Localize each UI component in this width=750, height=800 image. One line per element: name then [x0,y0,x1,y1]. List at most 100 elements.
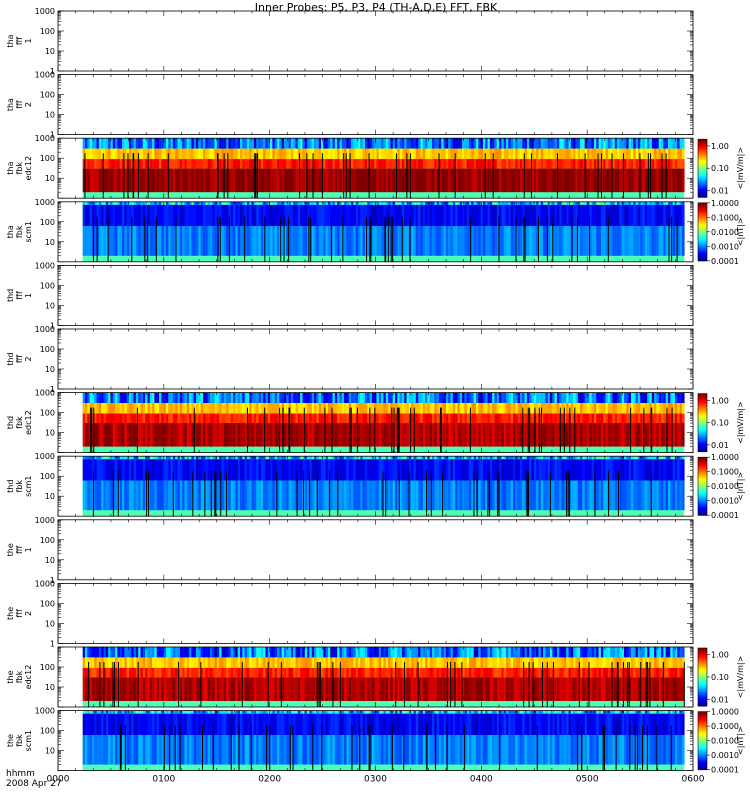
spectrogram-cell [658,204,662,227]
spectrogram-cell [156,138,160,149]
spectrogram-cell [543,480,546,511]
spectrogram-cell [600,413,604,424]
spectrogram-gap [92,216,94,262]
spectrogram-cell [422,148,426,160]
spectrogram-cell [538,159,542,169]
spectrogram-gap [473,471,475,517]
spectrogram-gap [497,471,499,517]
spectrogram-cell [270,480,273,511]
spectrogram-cell [647,423,650,447]
spectrogram-cell [364,138,368,149]
spectrogram-cell [637,201,641,205]
spectrogram-cell [466,168,470,193]
spectrogram-cell [337,148,340,160]
spectrogram-cell [554,168,558,193]
spectrogram-cell [478,226,482,256]
spectrogram-cell [110,226,114,256]
spectrogram-cell [487,413,491,424]
spectrogram-cell [531,413,535,424]
spectrogram-cell [177,480,181,511]
spectrogram-cell [351,226,354,256]
spectrogram-cell [230,168,234,193]
spectrogram-cell [550,226,553,256]
spectrogram-cell [159,403,162,414]
spectrogram-cell [149,459,153,481]
spectrogram-cell [156,148,160,160]
spectrogram-cell [411,226,414,256]
spectrogram-cell [133,148,137,160]
spectrogram-cell [223,423,227,447]
spectrogram-cell [522,201,525,205]
spectrogram-cell [145,392,148,404]
spectrogram-cell [388,392,391,404]
spectrogram-cell [469,138,472,149]
spectrogram-cell [186,456,190,460]
spectrogram-cell [154,480,158,511]
spectrogram-cell [314,392,317,404]
spectrogram-cell [265,159,269,169]
spectrogram-cell [152,423,155,447]
spectrogram-cell [674,159,678,169]
spectrogram-cell [85,459,88,481]
colorbar-swatch [698,146,707,149]
spectrogram-gap [515,216,517,262]
spectrogram-gap [650,407,652,453]
spectrogram-cell [593,413,597,424]
spectrogram-cell [406,459,410,481]
spectrogram-cell [341,201,345,205]
spectrogram-cell [462,226,465,256]
spectrogram-cell [360,226,364,256]
spectrogram-gap [498,216,500,262]
colorbar-swatch [698,505,707,507]
spectrogram-cell [265,148,269,160]
spectrogram-cell [559,168,562,193]
spectrogram-cell [159,204,162,227]
spectrogram-cell [376,226,380,256]
spectrogram-cell [108,226,111,256]
spectrogram-cell [165,148,169,160]
spectrogram-cell [94,226,97,256]
colorbar-swatch [698,496,707,499]
spectrogram-cell [242,403,246,414]
spectrogram-cell [633,204,636,227]
spectrogram-cell [471,413,475,424]
spectrogram-cell [577,159,581,169]
y-tick-label: 100 [40,345,55,354]
spectrogram-cell [425,138,428,149]
spectrogram-cell [179,204,183,227]
spectrogram-cell [681,168,685,193]
spectrogram-cell [115,201,118,205]
spectrogram-cell [170,392,174,404]
spectrogram-cell [258,226,262,256]
spectrogram-cell [464,403,468,414]
spectrogram-cell [471,159,475,169]
spectrogram-cell [175,423,178,447]
spectrogram-cell [330,392,333,404]
spectrogram-cell [364,456,368,460]
spectrogram-cell [89,148,93,160]
spectrogram-cell [371,392,375,404]
spectrogram-gap [370,216,372,262]
spectrogram-cell [242,480,246,511]
spectrogram-cell [584,204,588,227]
spectrogram-cell [277,456,280,460]
spectrogram-cell [159,226,162,256]
spectrogram-cell [304,423,308,447]
spectrogram-cell [413,138,417,149]
spectrogram-cell [457,456,461,460]
spectrogram-cell [263,459,266,481]
spectrogram-cell [288,138,292,149]
spectrogram-cell [436,413,440,424]
spectrogram-cell [577,392,581,404]
spectrogram-cell [304,148,308,160]
spectrogram-cell [457,168,461,193]
spectrogram-cell [473,159,477,169]
spectrogram-cell [559,159,562,169]
spectrogram-cell [140,204,144,227]
spectrogram-cell [168,204,172,227]
spectrogram-cell [258,168,262,193]
spectrogram-cell [556,204,560,227]
spectrogram-cell [522,168,525,193]
spectrogram-cell [418,168,421,193]
